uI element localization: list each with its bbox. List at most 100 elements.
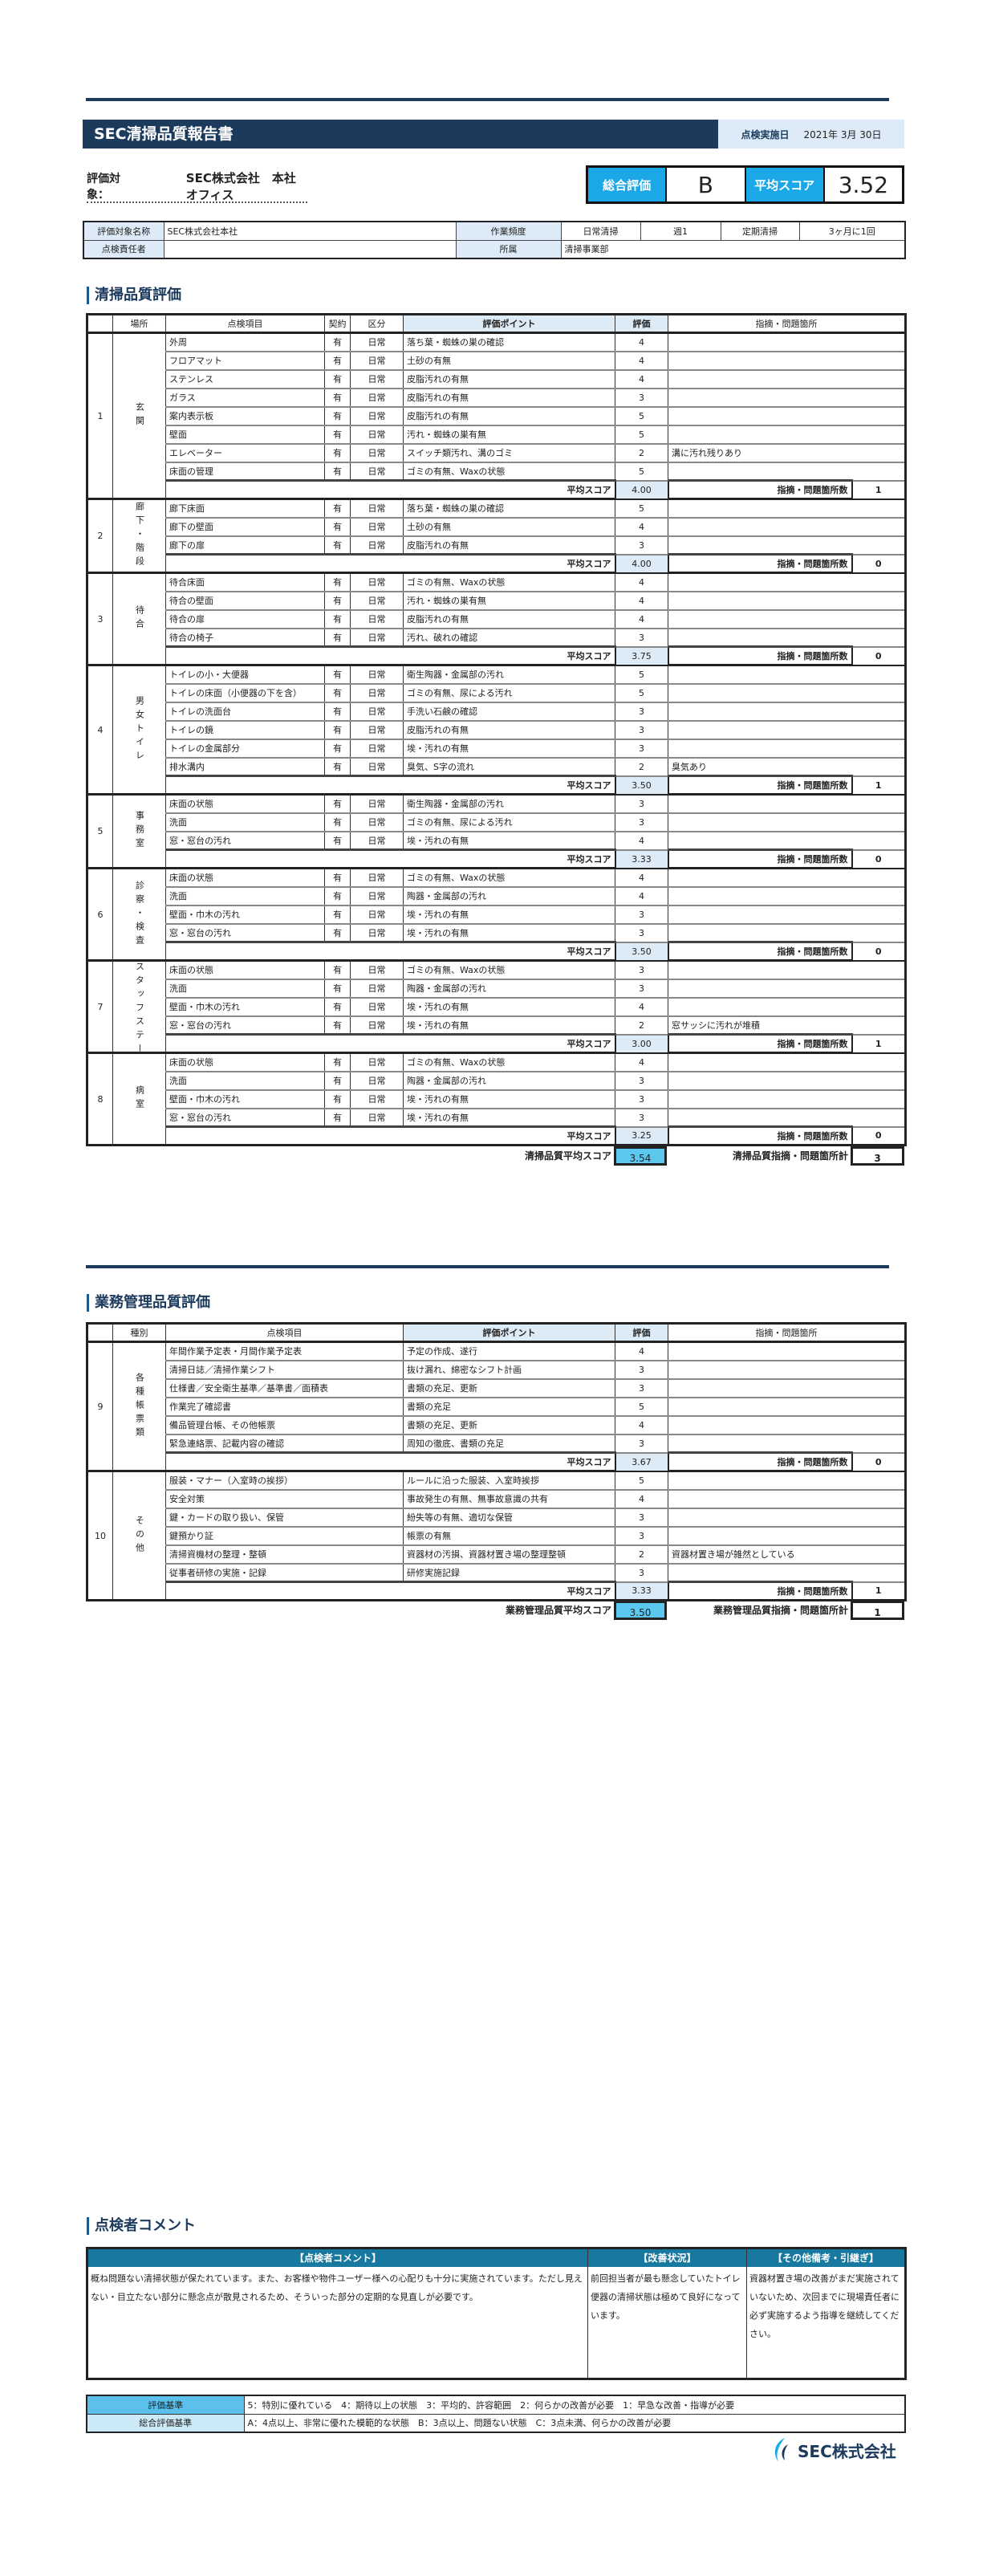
item-cell: フロアマット xyxy=(165,351,325,371)
item-cell: 3 xyxy=(615,979,668,999)
item-cell: 日常 xyxy=(350,868,404,888)
section-number: 6 xyxy=(87,868,113,962)
item-cell: 案内表示板 xyxy=(165,406,325,426)
company-logo: SEC株式会社 xyxy=(770,2436,896,2464)
cleaning-total-count: 3 xyxy=(851,1146,904,1166)
section-number: 2 xyxy=(87,499,113,574)
section-summary-row: 平均スコア 3.67 指摘・問題箇所数 0 xyxy=(87,1451,907,1472)
issue-cell xyxy=(668,1508,906,1528)
table-row: 床面の管理有日常 ゴミの有無、Waxの状態 5 xyxy=(87,462,906,482)
section-summary-row: 平均スコア 3.25 指摘・問題箇所数 0 xyxy=(87,1125,907,1146)
manager-value xyxy=(163,239,457,259)
no-header xyxy=(87,1323,113,1343)
item-cell: 有 xyxy=(324,1108,351,1128)
item-cell: トイレの床面（小便器の下を含） xyxy=(165,683,325,703)
item-cell: 3 xyxy=(615,1089,668,1109)
table-row: 9 各種帳票類 年間作業予定表・月間作業予定表 予定の作成、遂行 4 xyxy=(87,1341,906,1472)
section-avg-score: 3.33 xyxy=(614,1581,669,1601)
section-issue-count: 0 xyxy=(851,848,907,869)
table-row: 洗面有日常 ゴミの有無、尿による汚れ 3 xyxy=(87,812,906,832)
issue-cell xyxy=(668,572,906,592)
section-number: 7 xyxy=(87,960,113,1054)
issue-cell xyxy=(668,739,906,759)
item-cell: 日常 xyxy=(350,517,404,537)
table-row: 1 玄関 外周有日常 落ち葉・蜘蛛の巣の確認 4 xyxy=(87,332,906,500)
column-header: 場所 xyxy=(112,314,166,334)
item-cell: 陶器・金属部の汚れ xyxy=(403,1071,615,1091)
issue-cell xyxy=(668,997,906,1017)
item-cell: 有 xyxy=(324,591,351,611)
section-place: 診察・検査 xyxy=(112,868,166,962)
item-cell: 3 xyxy=(615,1378,668,1398)
item-cell: 3 xyxy=(615,628,668,648)
issue-cell xyxy=(668,665,906,685)
item-cell: 汚れ・蜘蛛の巣有無 xyxy=(403,425,615,445)
issue-cell xyxy=(668,868,906,888)
table-row: 緊急連絡票、記載内容の確認 周知の徹底、書類の充足 3 xyxy=(87,1434,906,1454)
column-header: 評価 xyxy=(615,1323,668,1343)
cleaning-table: 場所 点検項目 契約 区分 評価ポイント 評価 指摘・問題箇所 1 玄関 外周有日常 落ち葉・蜘蛛の… xyxy=(86,313,907,1146)
cleaning-total-count-label: 清掃品質指摘・問題箇所計 xyxy=(732,1150,848,1162)
management-total-avg: 3.50 xyxy=(614,1601,667,1620)
table-row: 廊下の壁面有日常 土砂の有無 4 xyxy=(87,517,906,537)
item-cell: 壁面・巾木の汚れ xyxy=(165,997,325,1017)
item-cell: 3 xyxy=(615,1071,668,1091)
issue-cell xyxy=(668,1341,906,1361)
table-row: 備品管理台帳、その他帳票 書類の充足、更新 4 xyxy=(87,1415,906,1435)
section-issue-count: 1 xyxy=(851,479,907,500)
table-row: ステンレス有日常 皮脂汚れの有無 4 xyxy=(87,369,906,389)
item-cell: 3 xyxy=(615,794,668,814)
table-row: トイレの床面（小便器の下を含）有日常 ゴミの有無、尿による汚れ 5 xyxy=(87,683,906,703)
section-place: 病室 xyxy=(112,1052,166,1146)
issue-cell xyxy=(668,1089,906,1109)
section-place: 事務室 xyxy=(112,794,166,869)
item-cell: 落ち葉・蜘蛛の巣の確認 xyxy=(403,332,615,352)
periodic-value: 3ヶ月に1回 xyxy=(798,221,906,241)
item-cell: 埃・汚れの有無 xyxy=(403,1015,615,1036)
item-cell: 3 xyxy=(615,388,668,408)
avg-score-label: 平均スコア xyxy=(165,645,615,666)
target-value: SEC株式会社 本社オフィス xyxy=(185,171,296,202)
overall-value: B xyxy=(667,168,746,201)
cleaning-total-row: 清掃品質平均スコア 3.54 清掃品質指摘・問題箇所計 3 xyxy=(86,1146,904,1166)
table-row: 窓・窓台の汚れ有日常 埃・汚れの有無 4 xyxy=(87,831,906,851)
table-row: 案内表示板有日常 皮脂汚れの有無 5 xyxy=(87,406,906,426)
item-cell: 有 xyxy=(324,794,351,814)
management-heading: 業務管理品質評価 xyxy=(87,1294,210,1312)
table-row: 7 スタッフステーション 床面の状態有日常 ゴミの有無、Waxの状態 3 xyxy=(87,960,906,1054)
overall-criteria-value: A：4点以上、非常に優れた模範的な状態 B：3点以上、問題ない状態 C：3点未満… xyxy=(243,2413,906,2433)
item-cell: スイッチ類汚れ、溝のゴミ xyxy=(403,443,615,463)
item-cell: 衛生陶器・金属部の汚れ xyxy=(403,665,615,685)
item-cell: 日常 xyxy=(350,923,404,943)
issue-count-label: 指摘・問題箇所数 xyxy=(668,775,852,796)
item-cell: 日常 xyxy=(350,388,404,408)
item-cell: 有 xyxy=(324,702,351,722)
item-cell: 5 xyxy=(615,425,668,445)
item-cell: 有 xyxy=(324,443,351,463)
evaluation-target: 評価対象： SEC株式会社 本社オフィス xyxy=(87,171,307,203)
item-cell: 有 xyxy=(324,517,351,537)
item-cell: 4 xyxy=(615,1341,668,1361)
section-summary-row: 平均スコア 3.00 指摘・問題箇所数 1 xyxy=(87,1033,907,1054)
item-cell: 3 xyxy=(615,702,668,722)
table-row: 壁面有日常 汚れ・蜘蛛の巣有無 5 xyxy=(87,425,906,445)
item-cell: 日常 xyxy=(350,462,404,482)
item-cell: 有 xyxy=(324,406,351,426)
table-row: 鍵・カードの取り扱い、保管 紛失等の有無、適切な保管 3 xyxy=(87,1508,906,1528)
name-label: 評価対象名称 xyxy=(83,221,164,241)
item-cell: 落ち葉・蜘蛛の巣の確認 xyxy=(403,499,615,519)
table-row: 清掃資機材の整理・整頓 資器材の汚損、資器材置き場の整理整頓 2 資器材置き場が雑然と… xyxy=(87,1544,906,1565)
item-cell: 窓・窓台の汚れ xyxy=(165,923,325,943)
item-cell: 皮脂汚れの有無 xyxy=(403,369,615,389)
eval-criteria-value: 5：特別に優れている 4：期待以上の状態 3：平均的、許容範囲 2：何らかの改善… xyxy=(243,2395,906,2415)
item-cell: 有 xyxy=(324,628,351,648)
item-cell: 3 xyxy=(615,960,668,980)
item-cell: 廊下床面 xyxy=(165,499,325,519)
issue-cell xyxy=(668,831,906,851)
item-cell: 4 xyxy=(615,868,668,888)
section-place: 玄関 xyxy=(112,332,166,500)
item-cell: 有 xyxy=(324,923,351,943)
item-cell: 3 xyxy=(615,923,668,943)
item-cell: 5 xyxy=(615,1397,668,1417)
item-cell: 有 xyxy=(324,351,351,371)
